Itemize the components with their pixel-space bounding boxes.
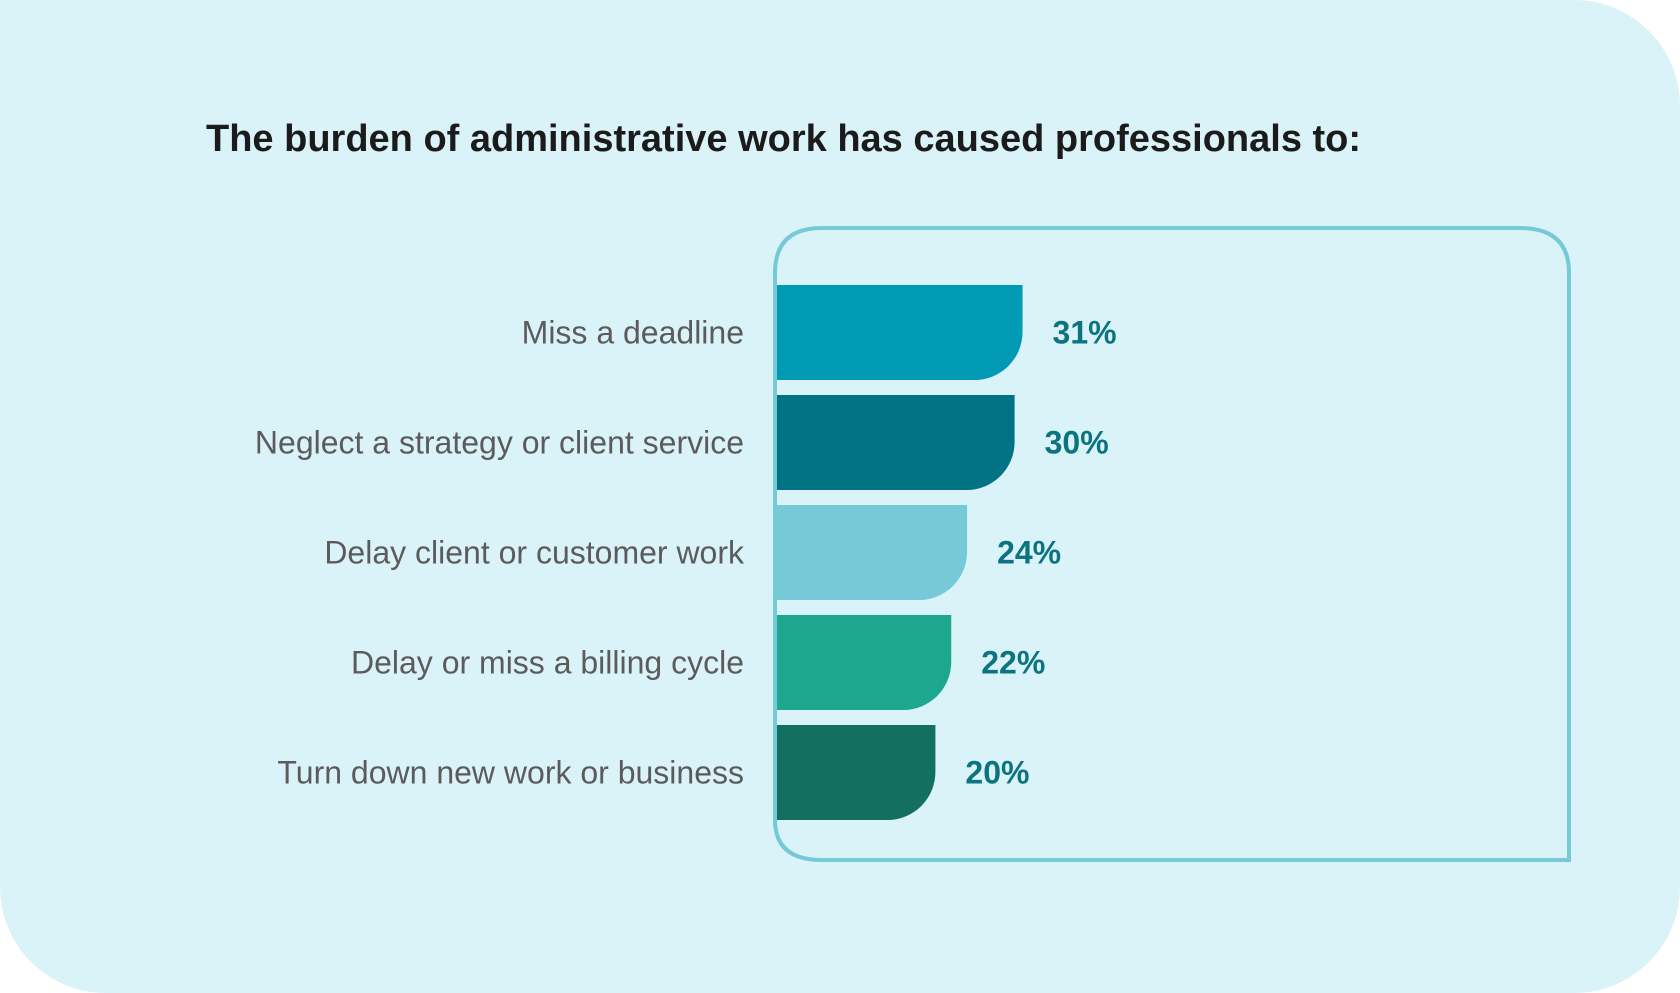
value-label: 20% [965, 755, 1029, 791]
category-label: Delay client or customer work [324, 535, 745, 571]
bar-delay-or-miss-a-billing-cycle [777, 615, 952, 710]
category-label: Turn down new work or business [277, 755, 744, 791]
category-label: Neglect a strategy or client service [255, 425, 744, 461]
category-label: Delay or miss a billing cycle [351, 645, 744, 681]
chart-title: The burden of administrative work has ca… [206, 118, 1362, 160]
category-label: Miss a deadline [522, 315, 744, 351]
bar-delay-client-or-customer-work [777, 505, 968, 600]
value-label: 22% [981, 645, 1045, 681]
bars-group: Miss a deadline 31% Neglect a strategy or … [255, 285, 1117, 820]
value-label: 30% [1045, 425, 1109, 461]
chart-frame [773, 226, 1571, 862]
bar-turn-down-new-work-or-business [777, 725, 936, 820]
bar-miss-a-deadline [777, 285, 1023, 380]
bar-neglect-a-strategy-or-client-service [777, 395, 1015, 491]
value-label: 24% [997, 535, 1061, 571]
value-label: 31% [1053, 315, 1117, 351]
